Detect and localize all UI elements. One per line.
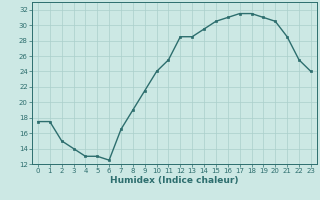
X-axis label: Humidex (Indice chaleur): Humidex (Indice chaleur) [110,176,239,185]
